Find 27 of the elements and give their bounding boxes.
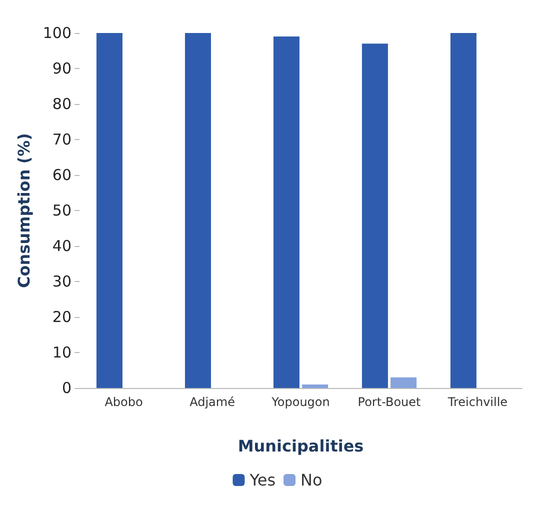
bar xyxy=(302,384,328,388)
legend-label: Yes xyxy=(248,470,276,490)
legend-label: No xyxy=(300,470,322,490)
x-tick-label: Abobo xyxy=(104,395,143,409)
bar xyxy=(96,33,122,388)
x-tick-label: Treichville xyxy=(446,395,508,409)
x-axis-title: Municipalities xyxy=(238,436,364,456)
y-tick-label: 100 xyxy=(42,24,72,42)
x-tick-label: Yopougon xyxy=(270,395,330,409)
y-tick-label: 90 xyxy=(52,60,72,78)
y-tick-label: 0 xyxy=(62,379,72,397)
bar xyxy=(450,33,476,388)
y-tick-label: 10 xyxy=(52,344,72,362)
y-tick-label: 50 xyxy=(52,202,72,220)
y-tick-label: 20 xyxy=(52,308,72,326)
y-tick-label: 60 xyxy=(52,166,72,184)
x-tick-label: Adjamé xyxy=(190,395,235,409)
bar xyxy=(273,36,300,388)
bar xyxy=(362,44,388,388)
y-tick-label: 80 xyxy=(52,95,72,113)
y-tick-label: 70 xyxy=(52,130,72,148)
bar xyxy=(390,377,417,388)
y-tick-label: 30 xyxy=(52,272,72,290)
y-tick-label: 40 xyxy=(52,237,72,255)
bar xyxy=(184,33,211,388)
x-tick-label: Port-Bouet xyxy=(358,395,422,409)
y-axis-title: Consumption (%) xyxy=(14,133,34,288)
